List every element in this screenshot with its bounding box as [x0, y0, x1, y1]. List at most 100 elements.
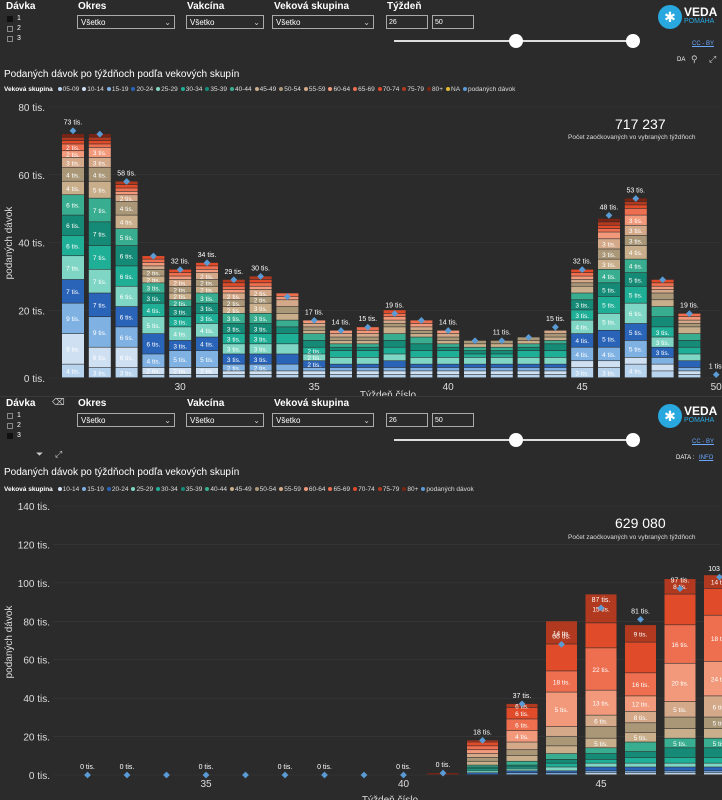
checkbox[interactable]	[7, 422, 13, 429]
legend-swatch	[180, 487, 185, 492]
davka-option-1[interactable]: 1	[7, 15, 21, 22]
total-marker	[69, 127, 77, 135]
legend-item[interactable]: 10-14	[82, 86, 104, 93]
week-slider-end-handle[interactable]	[626, 433, 640, 447]
filter-icon[interactable]: ⚲	[691, 54, 698, 64]
legend-label: 50-54	[284, 86, 301, 93]
bar-segment	[330, 350, 352, 358]
okres-dropdown[interactable]: Všetko ⌄	[77, 413, 175, 427]
legend-item[interactable]: podaných dávok	[463, 86, 515, 93]
info-link[interactable]: INFO	[699, 455, 714, 461]
expand-icon[interactable]: ⤢	[709, 54, 717, 64]
cc-by-link[interactable]: CC - BY	[692, 439, 715, 445]
legend-item[interactable]: NA	[446, 86, 460, 93]
legend-item[interactable]: podaných dávok	[421, 486, 474, 493]
segment-label: 2 tis.	[200, 369, 214, 376]
bar-segment	[467, 750, 498, 754]
vekova-dropdown[interactable]: Všetko ⌄	[272, 15, 374, 29]
davka-option-3[interactable]: 3	[7, 432, 21, 439]
checkbox[interactable]	[7, 15, 13, 22]
legend-label: 30-34	[185, 86, 203, 93]
legend-item[interactable]: 10-14	[57, 486, 79, 493]
tyzden-to-input[interactable]: 50	[432, 15, 474, 29]
bar-segment	[169, 367, 192, 375]
legend-item[interactable]: 40-44	[205, 486, 227, 493]
legend-item[interactable]: 25-29	[156, 86, 178, 93]
legend-item[interactable]: 30-34	[156, 486, 178, 493]
vekova-dropdown[interactable]: Všetko ⌄	[272, 413, 374, 427]
vakcina-dropdown[interactable]: Všetko ⌄	[186, 413, 264, 427]
vakcina-dropdown[interactable]: Všetko ⌄	[186, 15, 264, 29]
cc-by-link[interactable]: CC - BY	[692, 41, 715, 47]
week-slider-start-handle[interactable]	[509, 34, 523, 48]
legend-item[interactable]: 05-09	[57, 86, 79, 93]
davka-option-1[interactable]: 1	[7, 412, 21, 419]
legend-item[interactable]: 70-74	[377, 86, 399, 93]
total-marker	[444, 327, 452, 334]
legend-item[interactable]: 75-79	[402, 86, 424, 93]
expand-icon[interactable]: ⤢	[55, 449, 63, 459]
legend-item[interactable]: 25-29	[131, 486, 153, 493]
checkbox[interactable]	[7, 412, 13, 419]
legend-item[interactable]: 20-24	[106, 486, 129, 493]
legend-item[interactable]: 65-69	[353, 86, 375, 93]
filter-icon[interactable]: ⏷	[36, 449, 44, 459]
checkbox[interactable]	[7, 25, 13, 32]
eraser-icon[interactable]: ⌫	[52, 397, 65, 407]
week-slider-end-handle[interactable]	[626, 34, 640, 48]
legend-item[interactable]: 60-64	[328, 86, 350, 93]
checkbox[interactable]	[7, 432, 13, 439]
segment-label: 3 tis.	[602, 242, 616, 249]
bar-segment	[704, 661, 722, 696]
legend-item[interactable]: 55-59	[303, 86, 325, 93]
legend-item[interactable]: 50-54	[279, 86, 301, 93]
tyzden-to-input[interactable]: 50	[432, 413, 474, 427]
tyzden-from-input[interactable]: 26	[386, 15, 428, 29]
legend-swatch	[205, 487, 210, 492]
legend-label: 20-24	[111, 486, 129, 493]
bar-segment	[651, 286, 674, 290]
total-marker	[439, 769, 447, 777]
checkbox[interactable]	[7, 35, 13, 42]
bar-segment	[330, 357, 352, 364]
bar-segment	[598, 313, 620, 330]
bar-segment	[467, 761, 498, 765]
legend-item[interactable]: 70-74	[353, 486, 375, 493]
legend-item[interactable]: 40-44	[229, 86, 252, 93]
bar-segment	[410, 323, 433, 327]
davka-option-2[interactable]: 2	[7, 25, 21, 32]
legend-item[interactable]: 45-49	[254, 86, 276, 93]
segment-label: 3 tis.	[656, 340, 670, 347]
legend-item[interactable]: 80+	[426, 86, 443, 93]
segment-label: 3 tis.	[575, 370, 589, 377]
bar-segment	[222, 306, 245, 314]
davka-option-2[interactable]: 2	[7, 422, 21, 429]
segment-label: 2 tis.	[120, 196, 134, 203]
bar-segment	[585, 648, 617, 690]
bar-segment	[506, 761, 538, 765]
total-label: 0 tis.	[278, 764, 293, 771]
legend-item[interactable]: 20-24	[131, 86, 153, 93]
legend-item[interactable]: 15-19	[106, 86, 128, 93]
x-tick-label: 50	[711, 382, 722, 393]
legend-item[interactable]: 45-49	[229, 486, 252, 493]
legend-item[interactable]: 35-39	[205, 86, 227, 93]
legend-item[interactable]: 30-34	[180, 86, 203, 93]
davka-option-3[interactable]: 3	[7, 35, 21, 42]
legend-item[interactable]: 65-69	[328, 486, 350, 493]
legend-item[interactable]: 60-64	[303, 486, 325, 493]
legend-swatch	[303, 487, 308, 492]
legend-item[interactable]: 15-19	[82, 486, 104, 493]
week-slider-start-handle[interactable]	[509, 433, 523, 447]
okres-dropdown[interactable]: Všetko ⌄	[77, 15, 175, 29]
bar-segment	[62, 144, 84, 151]
legend-item[interactable]: 35-39	[180, 486, 202, 493]
legend-label: 15-19	[87, 486, 104, 493]
tyzden-from-input[interactable]: 26	[386, 413, 428, 427]
legend-item[interactable]: 55-59	[279, 486, 301, 493]
bar-segment	[62, 137, 84, 141]
legend-item[interactable]: 80+	[402, 486, 418, 493]
legend-item[interactable]: 75-79	[377, 486, 399, 493]
okres-filter-label: Okres	[78, 398, 107, 409]
legend-item[interactable]: 50-54	[254, 486, 276, 493]
